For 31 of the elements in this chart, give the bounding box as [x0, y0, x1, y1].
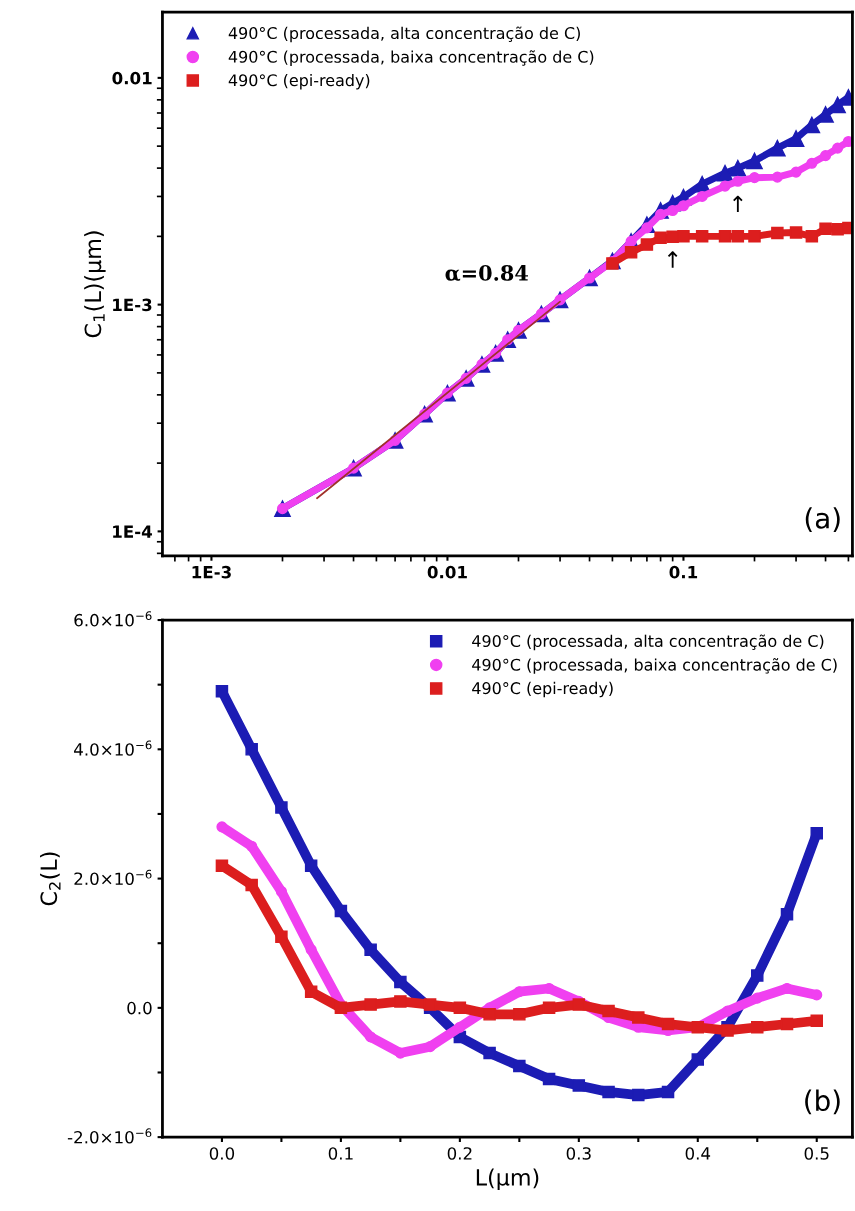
annotation: (b): [805, 1089, 840, 1115]
x-tick-label: 0.0: [209, 1147, 235, 1160]
y-tick-label: 0.0: [127, 1001, 152, 1015]
legend-label: 490°C (processada, alta concentração de C): [228, 26, 580, 43]
x-tick-label: 1E-3: [192, 565, 231, 579]
y-tick-label: 6.0×10$^{−6}$: [74, 611, 152, 627]
x-tick-label: 0.2: [447, 1147, 472, 1160]
x-tick-label: 0.01: [427, 565, 467, 579]
legend-label: 490°C (processada, alta concentração de C): [472, 634, 824, 651]
legend-label: 490°C (processada, baixa concentração de C): [228, 50, 594, 66]
y-tick-label: 0.01: [112, 71, 152, 85]
y-tick-label: 2.0×10$^{−6}$: [74, 869, 152, 886]
y-tick-label: -2.0×10$^{−6}$: [67, 1128, 152, 1144]
annotation: ↑: [667, 251, 678, 268]
annotation: ↑: [733, 195, 743, 213]
annotation: α=0.84: [445, 265, 528, 281]
y-tick-label: 1E-3: [113, 298, 152, 312]
x-tick-label: 0.5: [804, 1147, 829, 1160]
y-axis-title: C$_{1}$(L)(μm): [84, 231, 106, 338]
legend-label: 490°C (epi-ready): [228, 73, 370, 90]
annotation: (a): [805, 507, 840, 532]
y-axis-title: C$_{2}$(L): [40, 852, 61, 906]
x-tick-label: 0.3: [566, 1147, 591, 1160]
x-axis-title: L(μm): [476, 1168, 539, 1191]
x-tick-label: 0.1: [669, 565, 698, 579]
y-tick-label: 1E-4: [113, 525, 152, 538]
legend-label: 490°C (epi-ready): [472, 681, 613, 698]
x-tick-label: 0.1: [328, 1147, 353, 1160]
legend-label: 490°C (processada, baixa concentração de C): [472, 658, 837, 674]
x-tick-label: 0.4: [685, 1147, 711, 1160]
y-tick-label: 4.0×10$^{−6}$: [74, 740, 152, 756]
